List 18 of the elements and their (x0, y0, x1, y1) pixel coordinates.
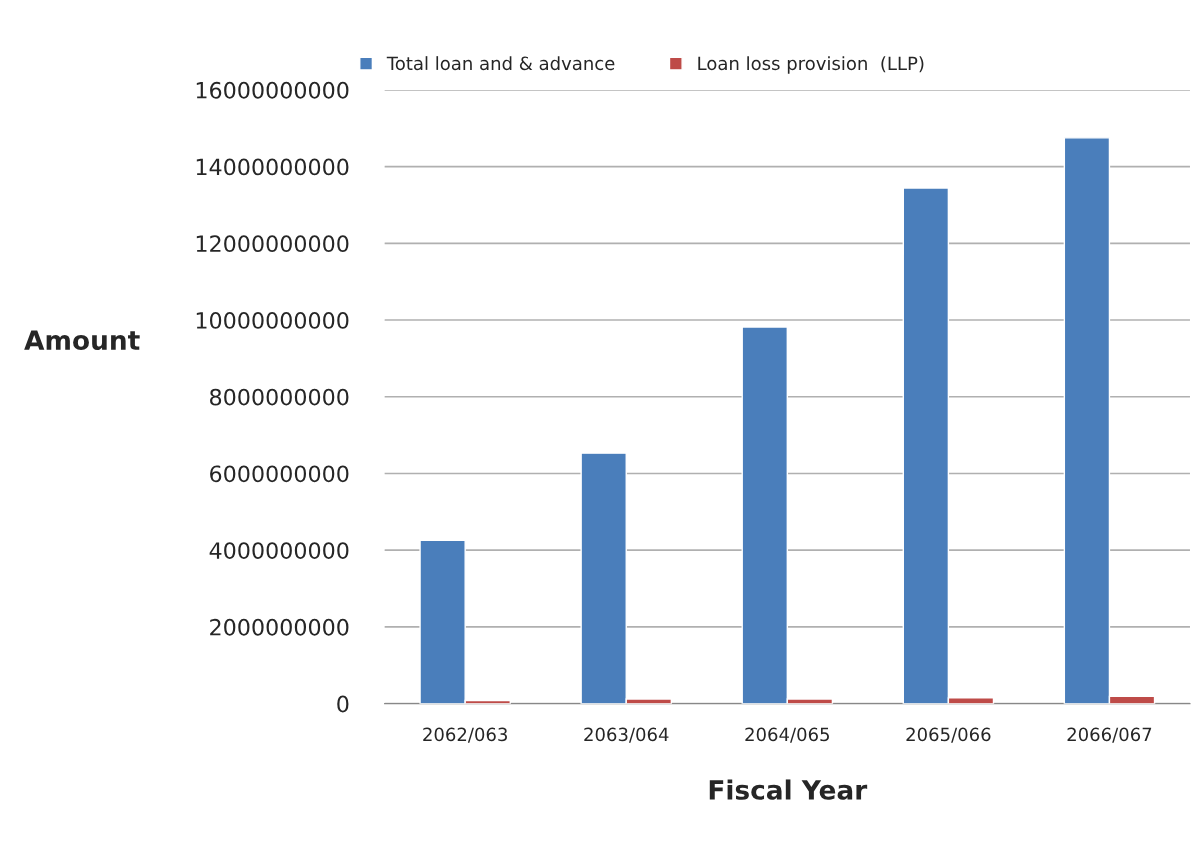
y-tick-label: 6000000000 (210, 465, 349, 483)
y-tick-label: 10000000000 (196, 311, 349, 329)
y-axis-title: Amount (24, 330, 140, 351)
x-tick-label: 2066/067 (1067, 727, 1152, 743)
x-tick-label: 2065/066 (906, 727, 991, 743)
y-tick-label: 8000000000 (210, 388, 349, 406)
y-tick-label: 4000000000 (209, 542, 349, 559)
y-tick-label: 2000000000 (210, 618, 349, 636)
y-tick-label: 0 (337, 695, 349, 713)
y-tick-label: 16000000000 (196, 81, 349, 99)
y-tick-label: 14000000000 (196, 158, 349, 176)
x-axis-title: Fiscal Year (709, 779, 868, 800)
x-tick-label: 2063/064 (584, 727, 669, 743)
x-tick-label: 2064/065 (745, 727, 829, 743)
x-tick-label: 2062/063 (423, 727, 507, 743)
y-tick-label: 12000000000 (196, 235, 349, 253)
legend-label: Total loan and & advance (386, 56, 615, 71)
legend-label: Loan loss provision (LLP) (698, 56, 924, 74)
